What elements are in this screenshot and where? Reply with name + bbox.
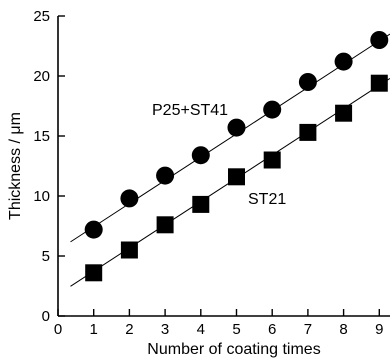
point-st21 [299, 123, 317, 141]
y-axis-title: Thickness / μm [7, 112, 24, 220]
point-p25-st41 [191, 146, 210, 165]
x-axis-title: Number of coating times [147, 341, 320, 358]
point-st21 [227, 168, 245, 186]
y-tick-label: 25 [33, 8, 50, 25]
x-tick-label: 6 [268, 321, 276, 338]
y-tick-label: 5 [42, 248, 50, 265]
fit-line-p25-st41 [70, 33, 390, 243]
point-p25-st41 [84, 220, 103, 239]
fit-lines [70, 33, 390, 287]
point-p25-st41 [120, 189, 139, 208]
data-markers [84, 31, 389, 282]
point-p25-st41 [263, 100, 282, 119]
y-tick-label: 10 [33, 188, 50, 205]
point-st21 [335, 104, 353, 122]
series-label-p25-st41: P25+ST41 [152, 102, 228, 119]
x-tick-label: 7 [304, 321, 312, 338]
point-st21 [263, 151, 281, 169]
series-labels: P25+ST41 ST21 [152, 102, 286, 208]
point-st21 [192, 195, 210, 213]
x-tick-label: 0 [54, 321, 62, 338]
y-tick-label: 20 [33, 68, 50, 85]
point-st21 [85, 264, 103, 282]
point-p25-st41 [334, 52, 353, 71]
y-tick-label: 15 [33, 128, 50, 145]
point-st21 [120, 241, 138, 259]
x-tick-label: 2 [125, 321, 133, 338]
point-p25-st41 [370, 31, 389, 49]
point-st21 [370, 74, 388, 92]
point-p25-st41 [156, 166, 175, 185]
point-p25-st41 [227, 118, 246, 137]
x-tick-label: 4 [197, 321, 205, 338]
x-tick-label: 5 [232, 321, 240, 338]
point-p25-st41 [298, 73, 317, 91]
point-st21 [156, 216, 174, 234]
y-tick-label: 0 [42, 308, 50, 325]
x-tick-label: 1 [90, 321, 98, 338]
x-tick-label: 3 [161, 321, 169, 338]
series-label-st21: ST21 [248, 191, 286, 208]
axes [57, 16, 390, 317]
ticks: 0 5 10 15 20 25 0 1 2 3 4 5 6 7 8 9 [33, 8, 383, 338]
x-tick-label: 8 [339, 321, 347, 338]
x-tick-label: 9 [375, 321, 383, 338]
